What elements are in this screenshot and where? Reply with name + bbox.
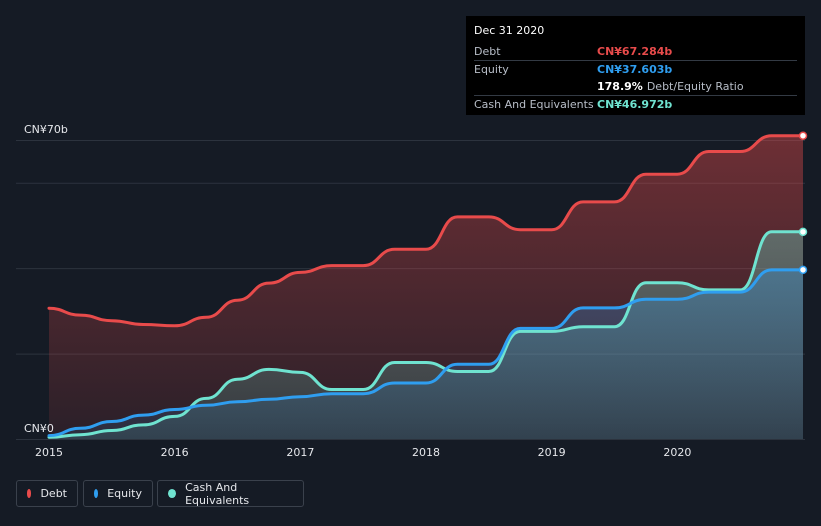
tooltip-date: Dec 31 2020 (474, 24, 545, 37)
legend-equity-toggle[interactable]: Equity (83, 480, 153, 507)
legend-equity-label: Equity (107, 487, 142, 500)
tooltip-row-equity: Equity CN¥37.603b (474, 60, 797, 78)
tooltip-panel: Dec 31 2020 Debt CN¥67.284b Equity CN¥37… (466, 16, 805, 115)
series-lines (47, 134, 805, 439)
equity-line (47, 268, 805, 438)
legend-cash-dot-icon (168, 489, 177, 498)
legend-cash-label: Cash And Equivalents (185, 480, 250, 507)
tooltip-debt-label: Debt (474, 45, 501, 58)
cash-end-marker (798, 227, 808, 237)
tooltip-cash-label: Cash And Equivalents (474, 98, 594, 111)
legend-debt-toggle[interactable]: Debt (16, 480, 78, 507)
y-axis-labels: CN¥0 CN¥70b (24, 123, 68, 435)
tooltip-row-ratio: 178.9% Debt/Equity Ratio (474, 78, 797, 95)
tooltip-debt-value: CN¥67.284b (597, 45, 673, 58)
x-tick-label: 2016 (161, 446, 189, 459)
x-axis-labels: 2015 2016 2017 2018 2019 2020 (35, 446, 691, 459)
tooltip-row-debt: Debt CN¥67.284b (474, 43, 797, 60)
tooltip-ratio-label: Debt/Equity Ratio (646, 80, 744, 93)
equity-end-marker (798, 265, 808, 275)
cash-line (47, 230, 805, 439)
legend-equity-dot-icon (94, 489, 99, 498)
x-tick-label: 2019 (538, 446, 566, 459)
legend-debt-label: Debt (40, 487, 67, 500)
x-tick-label: 2017 (286, 446, 314, 459)
y-tick-label: CN¥0 (24, 422, 54, 435)
x-tick-label: 2020 (663, 446, 691, 459)
tooltip-row-cash: Cash And Equivalents CN¥46.972b (474, 95, 797, 113)
equity-area (49, 269, 803, 439)
tooltip-equity-label: Equity (474, 63, 509, 76)
tooltip-equity-value: CN¥37.603b (597, 63, 673, 76)
x-tick-label: 2015 (35, 446, 63, 459)
debt-end-marker (798, 131, 808, 140)
series-areas (49, 135, 803, 439)
debt-line (47, 134, 805, 328)
y-tick-label: CN¥70b (24, 123, 68, 136)
tooltip-ratio-value: 178.9% (597, 80, 643, 93)
legend-cash-toggle[interactable]: Cash And Equivalents (157, 480, 304, 507)
tooltip-cash-value: CN¥46.972b (597, 98, 673, 111)
end-markers (798, 131, 808, 275)
legend-debt-dot-icon (27, 489, 32, 498)
x-tick-label: 2018 (412, 446, 440, 459)
